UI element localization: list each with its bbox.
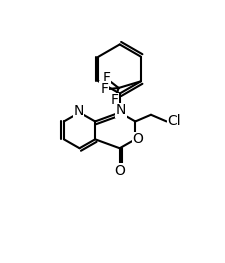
Text: F: F xyxy=(102,71,110,85)
Text: O: O xyxy=(114,164,125,178)
Text: O: O xyxy=(132,132,143,146)
Text: Cl: Cl xyxy=(167,114,180,128)
Text: N: N xyxy=(115,103,126,117)
Text: F: F xyxy=(100,82,108,96)
Text: N: N xyxy=(73,104,83,118)
Text: F: F xyxy=(110,93,118,107)
